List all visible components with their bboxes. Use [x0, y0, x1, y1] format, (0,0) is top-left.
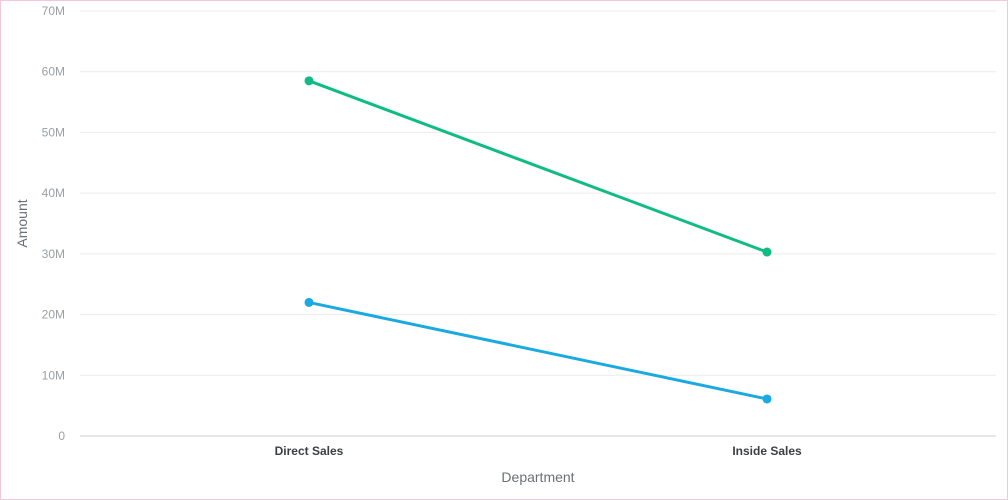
data-point[interactable]	[762, 394, 772, 404]
y-tick-label: 60M	[42, 65, 65, 79]
x-axis-title: Department	[501, 469, 574, 485]
y-tick-label: 50M	[42, 125, 65, 139]
data-point[interactable]	[304, 297, 314, 307]
series-line	[307, 300, 769, 401]
y-tick-label: 30M	[42, 247, 65, 261]
series-1	[304, 76, 772, 257]
series-2	[304, 297, 772, 404]
y-tick-label: 10M	[42, 368, 65, 382]
y-axis-title: Amount	[14, 199, 30, 247]
y-axis-ticks: 0 10M 20M 30M 40M 50M 60M 70M	[42, 4, 66, 443]
y-tick-label: 0	[58, 429, 65, 443]
data-point[interactable]	[304, 76, 314, 86]
x-tick-label: Direct Sales	[275, 444, 344, 458]
y-tick-label: 20M	[42, 308, 65, 322]
x-tick-label: Inside Sales	[732, 444, 802, 458]
y-tick-label: 40M	[42, 186, 65, 200]
gridlines	[80, 10, 996, 376]
y-tick-label: 70M	[42, 4, 65, 18]
series-line	[307, 79, 769, 254]
x-axis-ticks: Direct Sales Inside Sales	[275, 444, 802, 458]
data-point[interactable]	[762, 247, 772, 257]
series	[304, 76, 772, 404]
